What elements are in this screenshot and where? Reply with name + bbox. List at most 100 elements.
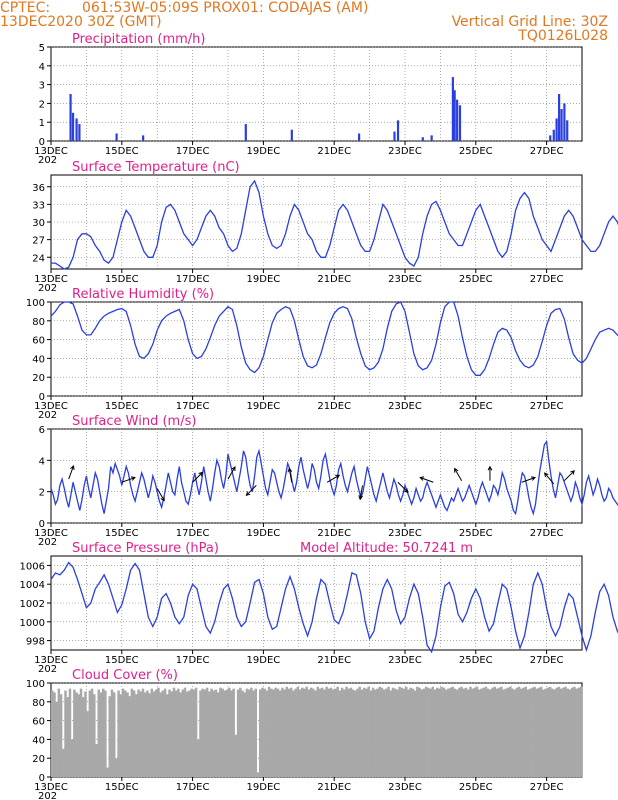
cloud-bar bbox=[261, 687, 264, 777]
cloud-bar bbox=[533, 686, 536, 777]
rh-xtick-label: 25DEC bbox=[459, 401, 493, 412]
precip-panel: 0 1 2 3 4 5 13DEC 15DEC 17DEC 19DEC 21DEC 23DEC 25DE… bbox=[34, 32, 583, 166]
cloud-bar bbox=[70, 739, 74, 777]
rh-ytick-label: 40 bbox=[32, 354, 45, 365]
cloud-bar bbox=[274, 687, 277, 777]
cloud-bar bbox=[252, 690, 255, 777]
precip-bar bbox=[563, 103, 566, 141]
cloud-bar bbox=[325, 686, 328, 777]
cloud-bar bbox=[511, 688, 514, 777]
cloud-bar bbox=[486, 688, 490, 777]
rh-ytick-label: 0 bbox=[39, 392, 45, 403]
cloud-bar bbox=[462, 688, 466, 777]
cloud-bar bbox=[163, 688, 167, 777]
cloud-year-label: 202 bbox=[38, 791, 57, 800]
pressure-ytick-label: 1000 bbox=[20, 618, 45, 629]
wind-xtick-label: 21DEC bbox=[317, 528, 351, 539]
precip-xtick-label: 25DEC bbox=[459, 146, 493, 157]
pressure-ytick-label: 1002 bbox=[20, 599, 45, 610]
cloud-bar bbox=[205, 687, 209, 777]
cloud-bar bbox=[247, 689, 251, 777]
precip-xtick-label: 17DEC bbox=[176, 146, 210, 157]
cloud-bar bbox=[77, 694, 81, 777]
cloud-bar bbox=[573, 686, 576, 777]
cloud-bar bbox=[73, 689, 76, 777]
cloud-bar bbox=[166, 694, 169, 777]
cloud-bar bbox=[407, 689, 410, 777]
cloud-bar bbox=[546, 687, 550, 777]
precip-xtick-label: 13DEC bbox=[34, 146, 68, 157]
wind-ytick-label: 6 bbox=[39, 425, 45, 436]
cloud-bar bbox=[243, 692, 246, 777]
rh-series-line bbox=[50, 301, 618, 376]
cloud-bar bbox=[508, 686, 512, 777]
cloud-bar bbox=[318, 688, 322, 777]
cloud-bar bbox=[106, 767, 109, 777]
cloud-bar bbox=[292, 690, 295, 777]
cloud-bar bbox=[327, 688, 331, 777]
pressure-ytick-label: 1004 bbox=[20, 580, 45, 591]
precip-ytick-label: 3 bbox=[39, 81, 45, 92]
cloud-ytick-label: 20 bbox=[32, 754, 45, 765]
precip-bar bbox=[456, 99, 459, 141]
cloud-bar bbox=[88, 690, 92, 777]
precip-bar bbox=[421, 137, 424, 141]
cloud-bar bbox=[562, 687, 565, 777]
cloud-bar bbox=[267, 686, 271, 777]
cloud-bar bbox=[402, 688, 406, 777]
cloud-bar bbox=[497, 687, 501, 777]
cloud-bar bbox=[199, 690, 202, 777]
cloud-bar bbox=[221, 688, 224, 777]
wind-vector bbox=[68, 465, 74, 480]
temp-ytick-label: 36 bbox=[32, 183, 45, 194]
cloud-bar bbox=[480, 688, 483, 777]
cloud-bar bbox=[161, 690, 165, 777]
cloud-bar bbox=[223, 690, 227, 777]
precip-bar bbox=[244, 124, 247, 141]
cloud-bar bbox=[303, 688, 306, 777]
header-code: TQ0126L028 bbox=[517, 28, 608, 44]
header-location: 061:53W-05:09S PROX01: CODAJAS (AM) bbox=[82, 0, 368, 16]
cloud-bar bbox=[256, 772, 260, 777]
pressure-xtick-label: 17DEC bbox=[176, 655, 210, 666]
precip-bar bbox=[75, 118, 78, 141]
wind-series-line bbox=[50, 439, 618, 516]
cloud-bar bbox=[438, 688, 441, 777]
temp-xtick-label: 25DEC bbox=[459, 274, 493, 285]
cloud-bar bbox=[110, 689, 114, 777]
cloud-bar bbox=[559, 688, 563, 777]
cloud-panel: 0 20 40 60 80 100 13DEC 15DEC 17DEC 19DEC 21DEC 23D… bbox=[26, 668, 583, 800]
rh-xtick-label: 19DEC bbox=[247, 401, 281, 412]
cloud-bar bbox=[424, 686, 428, 777]
cloud-bar bbox=[150, 688, 154, 777]
cloud-bar bbox=[331, 689, 335, 777]
wind-vector-head bbox=[130, 476, 136, 481]
cloud-bar bbox=[53, 692, 56, 777]
pressure-panel: 998 1000 1002 1004 1006 13DEC 15DEC 17DEC 19DEC 2… bbox=[20, 541, 618, 675]
cloud-bar bbox=[298, 689, 302, 777]
cloud-ytick-label: 0 bbox=[39, 773, 45, 784]
cloud-xtick-label: 13DEC bbox=[34, 782, 68, 793]
cloud-bar bbox=[258, 689, 262, 777]
cloud-bar bbox=[119, 694, 123, 777]
cloud-bar bbox=[336, 686, 339, 777]
cloud-bar bbox=[460, 686, 463, 777]
cloud-bar bbox=[517, 686, 521, 777]
cloud-bar bbox=[57, 688, 61, 777]
cloud-bar bbox=[307, 689, 311, 777]
cloud-bar bbox=[281, 687, 284, 777]
cloud-bar bbox=[305, 686, 308, 777]
cloud-bar bbox=[75, 692, 78, 777]
cloud-bar bbox=[524, 686, 527, 777]
cloud-bar bbox=[351, 689, 355, 777]
precip-bar bbox=[557, 94, 561, 141]
rh-ytick-label: 100 bbox=[26, 298, 45, 309]
wind-vector-head bbox=[544, 472, 549, 478]
cloud-bar bbox=[132, 690, 136, 777]
wind-ytick-label: 0 bbox=[39, 519, 45, 530]
precip-bar bbox=[560, 109, 563, 141]
cloud-bar bbox=[491, 687, 494, 777]
cloud-bar bbox=[121, 688, 125, 777]
cloud-bar bbox=[170, 691, 173, 777]
cloud-bar bbox=[126, 692, 129, 777]
